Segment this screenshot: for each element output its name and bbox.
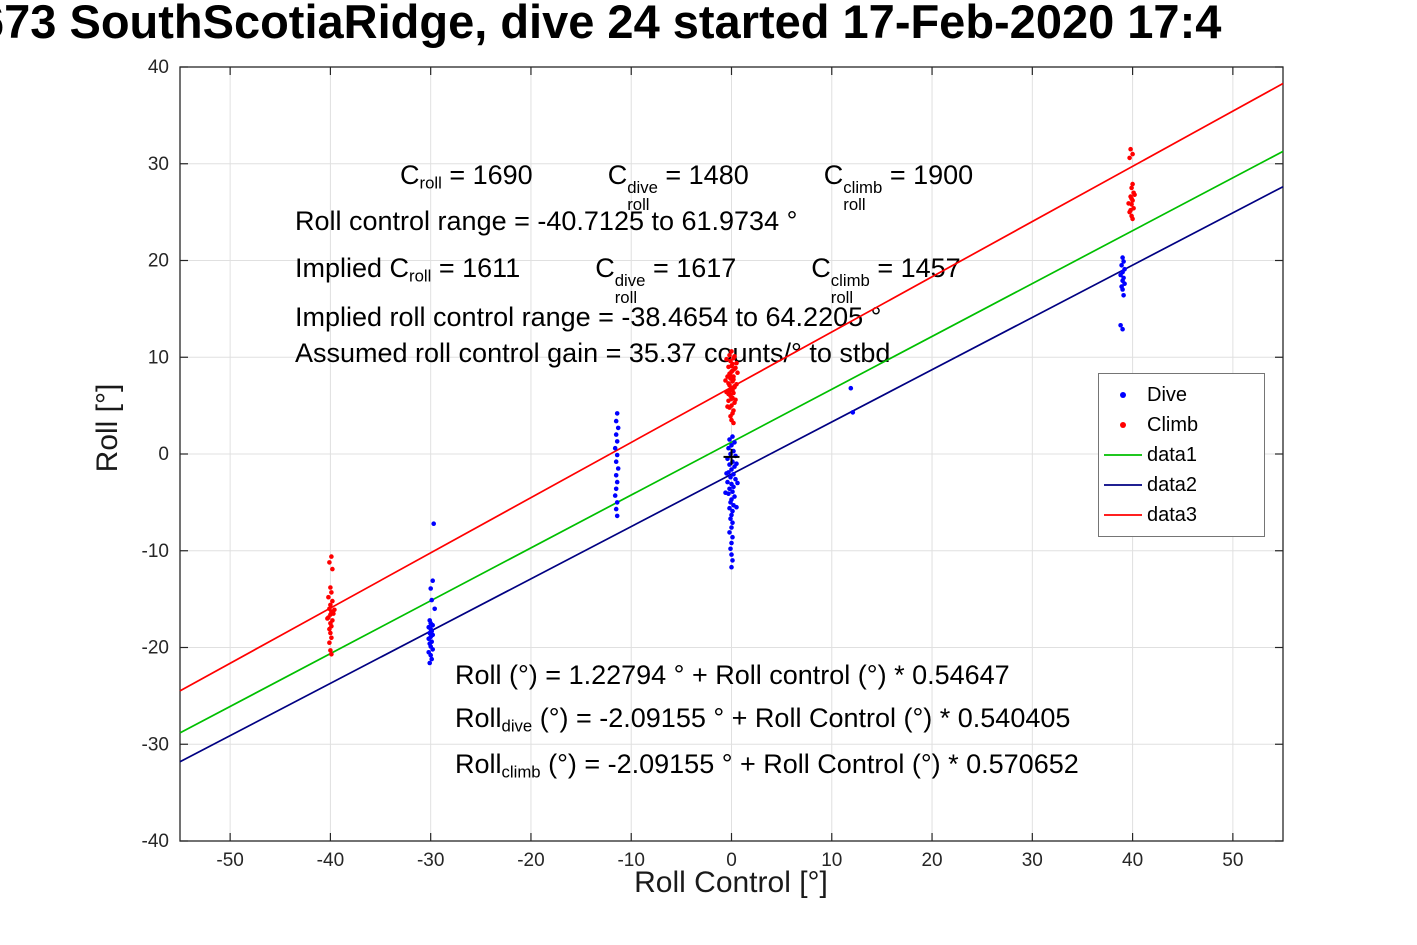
y-tick-label: -40 — [142, 831, 169, 852]
x-tick-label: 30 — [1022, 850, 1043, 871]
y-tick-label: 40 — [148, 57, 169, 78]
x-tick-label: 0 — [726, 850, 737, 871]
y-tick-label: -20 — [142, 638, 169, 659]
y-tick-label: 10 — [148, 347, 169, 368]
y-tick-label: -30 — [142, 734, 169, 755]
legend: Dive Climb data1 data2 data3 — [1098, 373, 1265, 537]
annotation-lower-1: Roll (°) = 1.22794 ° + Roll control (°) … — [455, 660, 1010, 690]
y-axis-label: Roll [°] — [91, 383, 124, 473]
x-tick-label: -50 — [216, 850, 243, 871]
legend-label: data2 — [1147, 473, 1198, 496]
y-tick-label: 0 — [158, 444, 169, 465]
legend-line-sample-icon — [1104, 484, 1142, 486]
y-tick-label: 30 — [148, 154, 169, 175]
legend-dot-sample-icon — [1120, 422, 1126, 428]
annotation-upper-5: Assumed roll control gain = 35.37 counts… — [295, 338, 891, 368]
y-tick-label: 20 — [148, 251, 169, 272]
legend-entry-data3: data3 — [1099, 500, 1264, 530]
x-tick-label: 20 — [921, 850, 942, 871]
legend-line-sample-icon — [1104, 514, 1142, 516]
legend-label: data1 — [1147, 443, 1198, 466]
annotation-lower-2: Rolldive (°) = -2.09155 ° + Roll Control… — [455, 703, 1071, 736]
x-tick-label: 40 — [1122, 850, 1143, 871]
x-axis-label: Roll Control [°] — [634, 866, 828, 899]
x-tick-label: 10 — [821, 850, 842, 871]
x-tick-label: -20 — [517, 850, 544, 871]
x-tick-label: -10 — [617, 850, 644, 871]
annotation-upper-4: Implied roll control range = -38.4654 to… — [295, 302, 882, 332]
x-tick-label: -30 — [417, 850, 444, 871]
x-tick-label: 50 — [1222, 850, 1243, 871]
y-tick-label: -10 — [142, 541, 169, 562]
chart-title: 673 SouthScotiaRidge, dive 24 started 17… — [0, 0, 1222, 48]
legend-entry-dive: Dive — [1099, 380, 1264, 410]
legend-entry-climb: Climb — [1099, 410, 1264, 440]
legend-line-sample-icon — [1104, 454, 1142, 456]
legend-dot-sample-icon — [1120, 392, 1126, 398]
legend-label: Dive — [1147, 383, 1188, 406]
legend-entry-data2: data2 — [1099, 470, 1264, 500]
legend-label: data3 — [1147, 503, 1198, 526]
x-tick-label: -40 — [317, 850, 344, 871]
legend-label: Climb — [1147, 413, 1199, 436]
annotation-lower-3: Rollclimb (°) = -2.09155 ° + Roll Contro… — [455, 749, 1079, 782]
annotation-upper-2: Roll control range = -40.7125 to 61.9734… — [295, 206, 798, 236]
legend-entry-data1: data1 — [1099, 440, 1264, 470]
